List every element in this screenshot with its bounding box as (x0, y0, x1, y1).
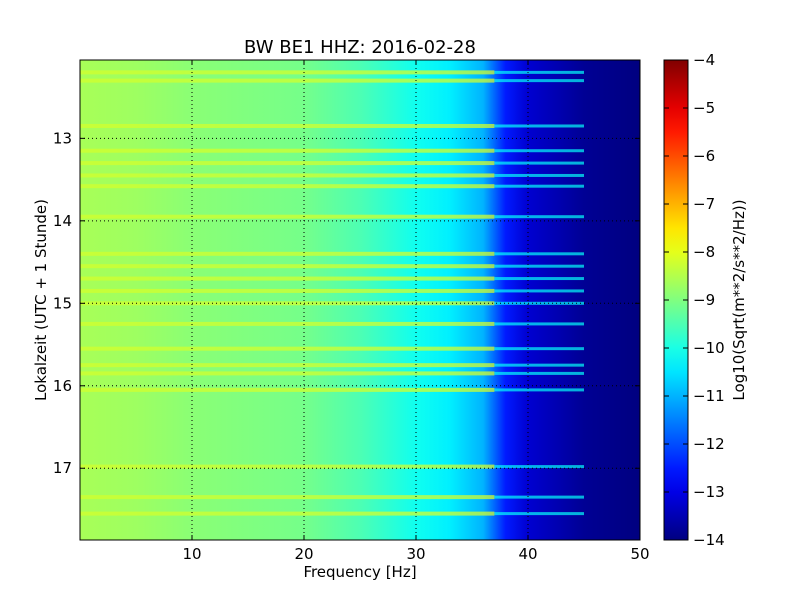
bright-band (80, 148, 495, 153)
bright-band (80, 321, 495, 326)
y-tick-label: 15 (53, 294, 72, 312)
bright-band (80, 288, 495, 293)
bright-band-tail (494, 173, 584, 177)
bright-band-tail (494, 184, 584, 188)
bright-band-tail (494, 495, 584, 499)
plot-frame (79, 59, 641, 541)
y-tick-label: 16 (53, 377, 72, 395)
bright-band-tail (494, 322, 584, 326)
bright-band (80, 78, 495, 83)
bright-band-tail (494, 363, 584, 367)
x-tick-label: 10 (182, 545, 201, 563)
bright-band (80, 371, 495, 376)
bright-band (80, 511, 495, 516)
colorbar-ticks: −4 −5 −6 −7 −8 −9 −10 −11 −12 −13 −14 (664, 51, 725, 549)
bright-band-tail (494, 149, 584, 153)
y-tick-label: 14 (53, 212, 72, 230)
x-tick-label: 30 (406, 545, 425, 563)
bright-band-tail (494, 264, 584, 268)
bright-band-tail (494, 465, 584, 469)
bright-band (80, 346, 495, 351)
colorbar-tick-label: −4 (693, 51, 715, 69)
bright-band (80, 161, 495, 166)
colorbar-tick-label: −6 (693, 147, 715, 165)
bright-band (80, 123, 495, 128)
x-tick-label: 40 (518, 545, 537, 563)
bright-band-tail (494, 289, 584, 293)
bright-band-tail (494, 277, 584, 281)
bright-band (80, 70, 495, 75)
colorbar-tick-label: −11 (693, 387, 725, 405)
bright-band (80, 276, 495, 281)
bright-band-tail (494, 252, 584, 256)
x-tick-label: 50 (630, 545, 649, 563)
y-tick-label: 17 (53, 459, 72, 477)
chart-title: BW BE1 HHZ: 2016-02-28 (244, 37, 476, 58)
bright-band-tail (494, 70, 584, 74)
bright-band (80, 173, 495, 178)
colorbar: −4 −5 −6 −7 −8 −9 −10 −11 −12 −13 −14 Log10(Sqrt(m… (663, 51, 748, 549)
colorbar-tick-label: −8 (693, 243, 715, 261)
y-axis-label: Lokalzeit (UTC + 1 Stunde) (32, 199, 50, 401)
x-tick-label: 20 (294, 545, 313, 563)
bright-band (80, 301, 495, 306)
y-tick-label: 13 (53, 129, 72, 147)
y-axis: 13 14 15 16 17 (53, 129, 640, 477)
bright-band-tail (494, 347, 584, 351)
bright-band-tail (494, 371, 584, 375)
bright-band-tail (494, 215, 584, 219)
colorbar-tick-label: −7 (693, 195, 715, 213)
plot-area (80, 60, 640, 540)
spectrogram-background (80, 60, 640, 540)
bright-band-tail (494, 124, 584, 128)
colorbar-tick-label: −14 (693, 531, 725, 549)
bright-band (80, 387, 495, 392)
colorbar-tick-label: −5 (693, 99, 715, 117)
bright-bands (80, 70, 584, 516)
colorbar-tick-label: −9 (693, 291, 715, 309)
bright-band (80, 214, 495, 219)
colorbar-label: Log10(Sqrt(m**2/s**2/Hz)) (730, 199, 748, 400)
grid-lines (80, 60, 640, 540)
x-axis: 10 20 30 40 50 (182, 60, 650, 563)
bright-band-tail (494, 79, 584, 83)
bright-band-tail (494, 301, 584, 305)
bright-band (80, 184, 495, 189)
bright-band (80, 464, 495, 469)
bright-band-tail (494, 161, 584, 165)
bright-band (80, 251, 495, 256)
colorbar-tick-label: −13 (693, 483, 725, 501)
bright-band-tail (494, 512, 584, 516)
bright-band (80, 495, 495, 500)
bright-band-tail (494, 388, 584, 392)
bright-band (80, 363, 495, 368)
x-axis-label: Frequency [Hz] (303, 563, 416, 581)
colorbar-tick-label: −10 (693, 339, 725, 357)
colorbar-tick-label: −12 (693, 435, 725, 453)
bright-band (80, 264, 495, 269)
